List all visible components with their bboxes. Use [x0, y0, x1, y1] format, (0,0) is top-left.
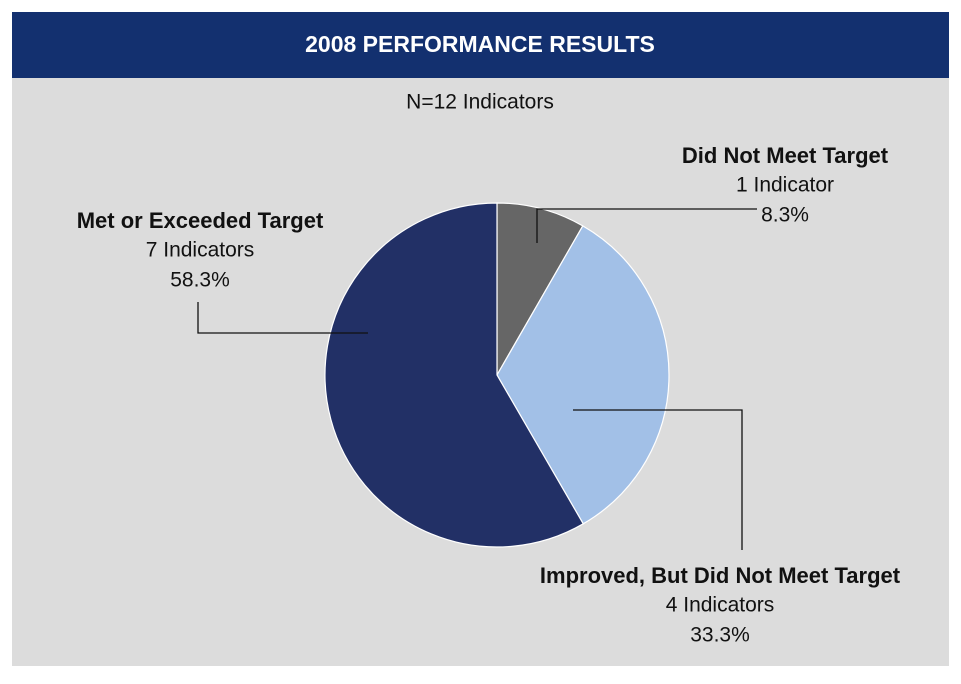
slice-count-label: 7 Indicators: [146, 239, 255, 262]
header-bar: [12, 12, 949, 78]
pie-slice: [496, 225, 670, 525]
slice-count-label: 1 Indicator: [736, 174, 834, 197]
chart-title: 2008 PERFORMANCE RESULTS: [305, 31, 655, 57]
slice-count-label: 4 Indicators: [666, 594, 775, 617]
slice-value-label: 58.3%: [170, 269, 230, 292]
pie-slice: [324, 202, 585, 548]
chart-subtitle: N=12 Indicators: [406, 91, 554, 114]
leader-line: [536, 208, 757, 243]
slice-value-label: 33.3%: [690, 624, 750, 647]
slice-category-label: Met or Exceeded Target: [77, 208, 324, 233]
slice-category-label: Did Not Meet Target: [682, 143, 889, 168]
leader-line: [573, 409, 743, 550]
leader-line: [197, 302, 368, 334]
slice-category-label: Improved, But Did Not Meet Target: [540, 563, 901, 588]
slice-value-label: 8.3%: [761, 204, 809, 227]
